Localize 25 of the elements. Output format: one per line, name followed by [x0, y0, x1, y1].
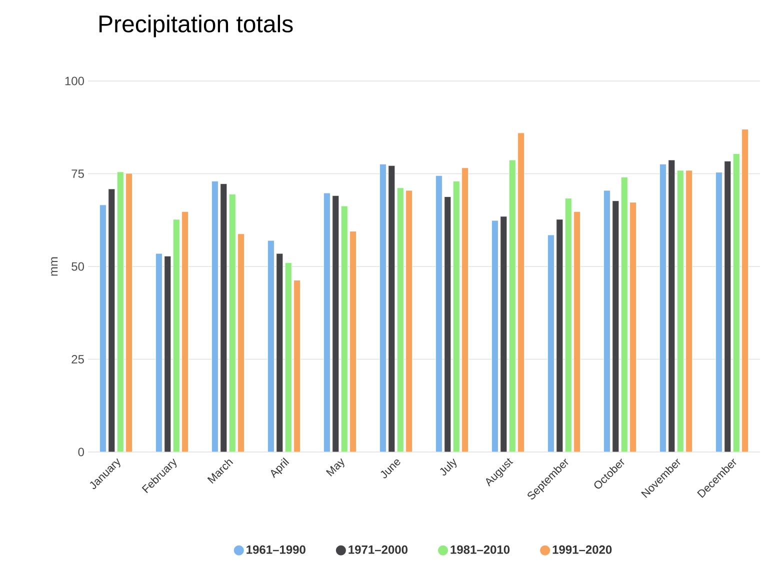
y-tick-label: 100: [65, 76, 84, 86]
chart-title: Precipitation totals: [100, 14, 293, 38]
y-axis-title: mm: [51, 257, 58, 276]
bar: [228, 194, 236, 452]
bar: [508, 160, 516, 452]
bar: [284, 262, 292, 452]
y-tick-label: 0: [78, 448, 84, 456]
bar: [676, 170, 684, 452]
bar: [452, 180, 460, 452]
legend-label: 1971–2000: [348, 545, 408, 554]
legend-label: 1961–1990: [246, 545, 306, 554]
bar: [732, 154, 740, 452]
y-tick-label: 50: [72, 262, 84, 271]
bar: [396, 188, 404, 452]
bar: [116, 172, 124, 452]
x-tick-label: July: [440, 458, 457, 476]
bar: [620, 176, 628, 452]
legend-label: 1981–2010: [450, 545, 510, 554]
legend-label: 1991–2020: [552, 545, 612, 554]
bar: [564, 198, 572, 452]
y-tick-label: 25: [72, 355, 84, 364]
x-tick-label: May: [326, 458, 344, 476]
y-tick-label: 75: [72, 170, 84, 178]
bar: [172, 219, 180, 452]
bar: [340, 206, 348, 452]
